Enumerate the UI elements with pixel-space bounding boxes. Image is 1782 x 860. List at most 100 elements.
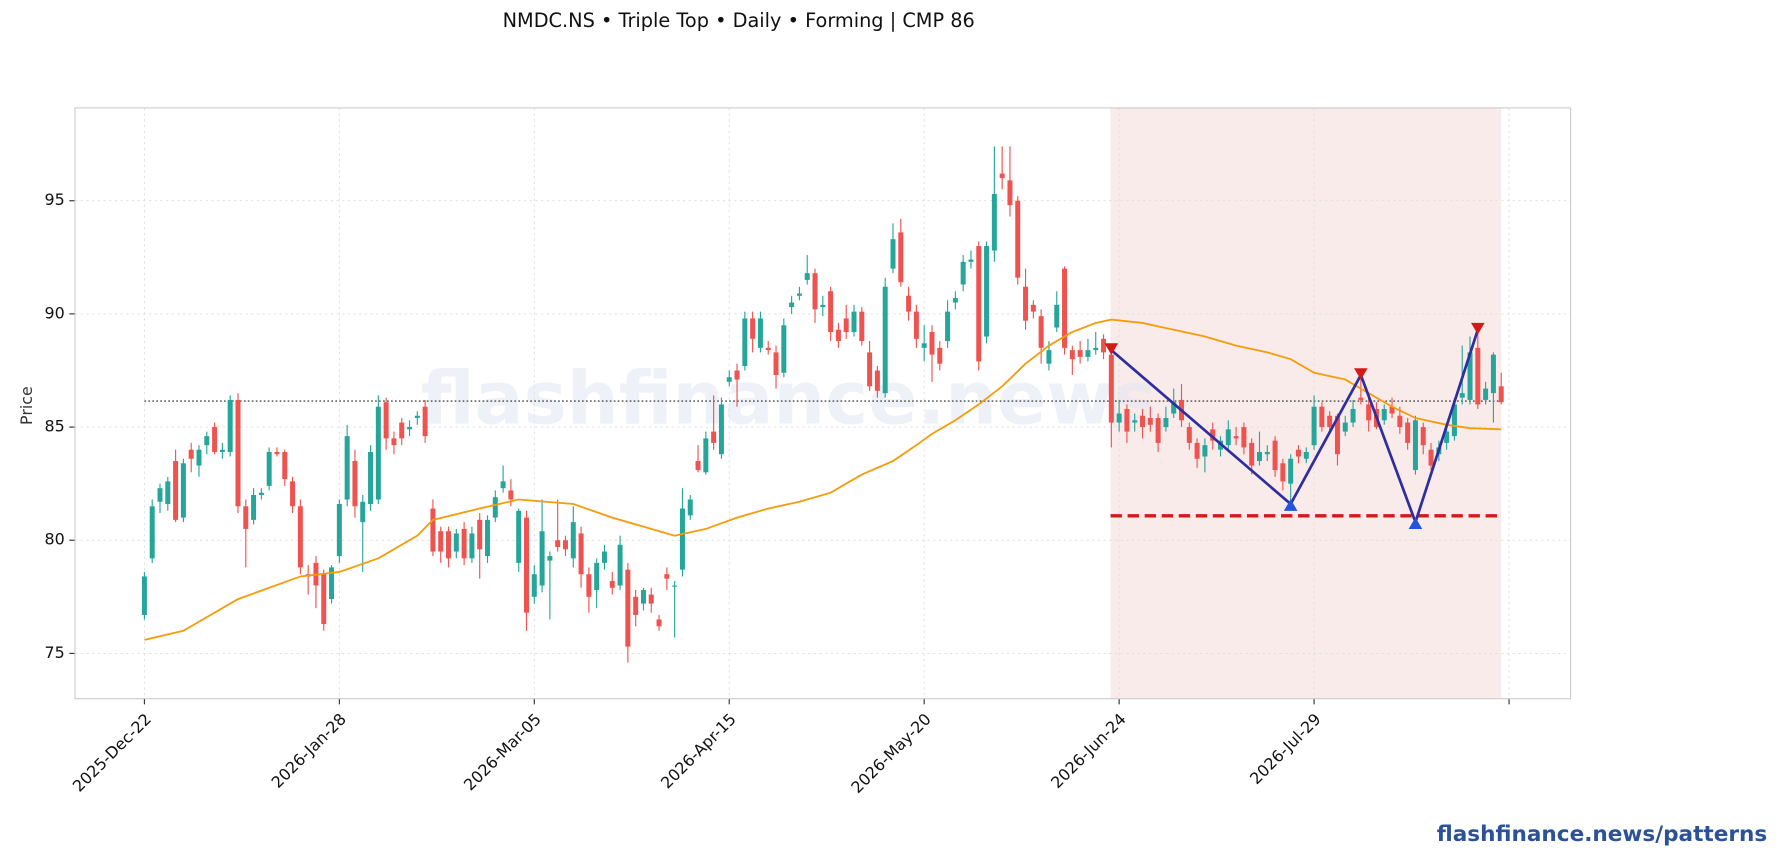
candle-body bbox=[1256, 451, 1262, 462]
candle-body bbox=[539, 531, 545, 586]
candle-body bbox=[906, 295, 912, 312]
candle-body bbox=[219, 449, 225, 452]
candle-body bbox=[921, 343, 927, 348]
candle-body bbox=[570, 522, 576, 559]
candle-body bbox=[874, 370, 880, 391]
candle-body bbox=[1132, 420, 1138, 423]
candle-body bbox=[173, 461, 179, 520]
candle-body bbox=[1412, 420, 1418, 471]
candle-body bbox=[414, 415, 420, 419]
candle-body bbox=[1451, 404, 1457, 437]
candle-body bbox=[1186, 427, 1192, 443]
candle-body bbox=[258, 492, 264, 495]
candle-body bbox=[734, 370, 740, 380]
candle-body bbox=[640, 590, 646, 604]
candle-body bbox=[508, 490, 514, 500]
candle-body bbox=[1311, 406, 1317, 446]
trough-marker bbox=[1283, 499, 1298, 511]
candle-body bbox=[383, 402, 389, 439]
candle-body bbox=[882, 286, 888, 394]
candle-body bbox=[1498, 386, 1504, 403]
candle-body bbox=[266, 451, 272, 486]
candle-body bbox=[1202, 445, 1208, 457]
candle-body bbox=[703, 438, 709, 473]
candle-body bbox=[243, 506, 249, 529]
y-tick-label: 90 bbox=[45, 303, 65, 322]
candle-body bbox=[726, 377, 732, 382]
candle-body bbox=[789, 302, 795, 308]
candle-body bbox=[718, 404, 724, 455]
candle-body bbox=[1366, 404, 1372, 421]
candle-body bbox=[609, 580, 615, 588]
candle-body bbox=[781, 325, 787, 373]
candle-body bbox=[1272, 440, 1278, 471]
candle-body bbox=[360, 501, 366, 523]
candle-body bbox=[796, 293, 802, 296]
candle-body bbox=[1140, 415, 1146, 428]
candle-body bbox=[672, 585, 678, 587]
candle-body bbox=[1334, 415, 1340, 455]
candle-body bbox=[251, 494, 257, 520]
candle-body bbox=[282, 451, 288, 480]
candle-body bbox=[859, 311, 865, 342]
candle-body bbox=[633, 596, 639, 615]
candle-body bbox=[469, 533, 475, 559]
candle-body bbox=[1233, 436, 1239, 439]
candle-body bbox=[562, 540, 568, 550]
candle-body bbox=[500, 481, 506, 489]
candle-body bbox=[531, 574, 537, 597]
chart-title: NMDC.NS • Triple Top • Daily • Forming |… bbox=[503, 9, 975, 32]
candle-body bbox=[1108, 354, 1114, 423]
candle-body bbox=[1483, 388, 1489, 400]
candle-body bbox=[828, 291, 834, 333]
candle-body bbox=[1225, 429, 1231, 446]
candle-body bbox=[1405, 422, 1411, 443]
candle-body bbox=[188, 449, 194, 459]
candle-body bbox=[1194, 442, 1200, 459]
plot-frame bbox=[74, 107, 1572, 700]
candle-body bbox=[976, 245, 982, 362]
candle-body bbox=[399, 422, 405, 439]
candle-body bbox=[991, 193, 997, 251]
candle-body bbox=[1490, 354, 1496, 394]
candle-body bbox=[929, 332, 935, 355]
candle-body bbox=[485, 519, 491, 557]
candle-body bbox=[656, 619, 662, 627]
candle-body bbox=[757, 318, 763, 348]
peak-marker bbox=[1354, 368, 1368, 380]
candle-body bbox=[1420, 427, 1426, 446]
y-axis-label: Price bbox=[17, 386, 36, 425]
y-tick-label: 95 bbox=[45, 190, 65, 209]
candle-body bbox=[141, 576, 147, 615]
candle-body bbox=[578, 533, 584, 575]
candle-body bbox=[492, 497, 498, 518]
candle-body bbox=[1428, 449, 1434, 466]
candle-body bbox=[430, 508, 436, 552]
candle-body bbox=[149, 506, 155, 559]
candle-body bbox=[290, 481, 296, 507]
candle-body bbox=[679, 508, 685, 570]
candle-body bbox=[1264, 451, 1270, 455]
candle-body bbox=[851, 311, 857, 333]
candle-body bbox=[1342, 422, 1348, 432]
candle-body bbox=[984, 245, 990, 337]
candle-body bbox=[1015, 200, 1021, 278]
candle-body bbox=[1319, 406, 1325, 428]
candle-body bbox=[1116, 413, 1122, 423]
candle-body bbox=[890, 239, 896, 269]
candle-body bbox=[687, 499, 693, 516]
candle-body bbox=[516, 510, 522, 563]
candle-body bbox=[1163, 418, 1169, 428]
candle-body bbox=[391, 438, 397, 446]
candle-body bbox=[711, 431, 717, 443]
candle-body bbox=[1155, 418, 1161, 443]
candle-body bbox=[1069, 350, 1075, 360]
candle-body bbox=[1389, 406, 1395, 414]
candle-body bbox=[1381, 408, 1387, 421]
candle-body bbox=[368, 451, 374, 505]
moving-average bbox=[144, 318, 1502, 641]
candle-body bbox=[1171, 402, 1177, 414]
candle-body bbox=[742, 318, 748, 366]
